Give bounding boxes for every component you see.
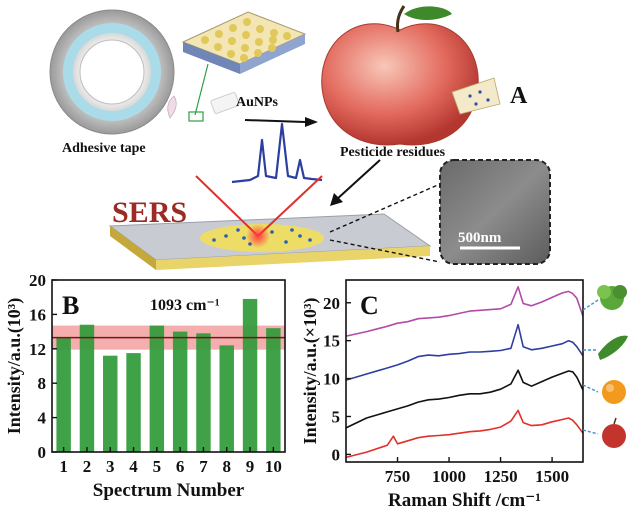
series-line	[345, 369, 584, 429]
plot-frame	[51, 279, 286, 453]
x-tick-label: 4	[129, 457, 138, 476]
bar	[79, 324, 95, 452]
y-tick-label: 5	[332, 408, 341, 427]
bar	[149, 325, 165, 452]
y-tick-label: 4	[38, 409, 47, 428]
laser-beams	[195, 175, 323, 248]
y-tick-label: 0	[38, 443, 47, 462]
x-tick-label: 2	[83, 457, 92, 476]
sem-inset: 500nm	[329, 159, 551, 265]
adhesive-tape-roll-icon	[49, 9, 175, 135]
aunps-label: AuNPs	[236, 95, 279, 110]
x-tick-label: 1	[59, 457, 68, 476]
y-tick-label: 20	[323, 294, 340, 313]
arrow-down-icon	[330, 159, 381, 206]
x-tick-label: 8	[223, 457, 232, 476]
x-tick-label: 9	[246, 457, 255, 476]
x-tick-label: 5	[153, 457, 162, 476]
x-tick-label: 750	[385, 467, 411, 486]
y-tick-label: 15	[323, 332, 340, 351]
plot-frame	[345, 279, 584, 463]
panel-c-label: C	[360, 291, 379, 320]
pesticide-residues-label: Pesticide residues	[340, 145, 446, 160]
bar	[172, 331, 188, 452]
x-tick-label: 7	[199, 457, 208, 476]
y-tick-label: 10	[323, 370, 340, 389]
bar	[242, 298, 258, 452]
x-tick-label: 1250	[484, 467, 518, 486]
panel-c-sample-icons	[582, 285, 628, 448]
y-tick-label: 12	[29, 340, 46, 359]
pepper-icon	[598, 335, 628, 360]
x-tick-label: 1500	[535, 467, 569, 486]
bar	[103, 355, 118, 452]
x-tick-label: 1000	[432, 467, 466, 486]
arrow-right-icon	[244, 117, 318, 127]
panel-a-label: A	[510, 83, 528, 109]
y-axis-label: Intensity/a.u.(×10³)	[300, 298, 321, 445]
series-line	[345, 323, 584, 381]
apple-small-icon	[602, 417, 626, 448]
bar	[56, 337, 71, 452]
y-tick-label: 8	[38, 374, 47, 393]
x-tick-label: 3	[106, 457, 115, 476]
x-axis-label: Raman Shift /cm⁻¹	[388, 490, 541, 511]
series-line	[345, 409, 584, 459]
scale-bar-label: 500nm	[458, 230, 502, 246]
icon-pointer-arrows	[582, 299, 599, 435]
vegetable-icon	[597, 285, 627, 310]
panel-b-label: B	[62, 291, 79, 320]
panel-a-schematic: AuNPs Adhesive tape A Pesticide residues	[49, 5, 551, 270]
x-axis-label: Spectrum Number	[93, 480, 245, 501]
y-tick-label: 20	[29, 271, 46, 290]
raman-spectrum-sketch	[231, 122, 323, 184]
apple-icon	[321, 5, 501, 146]
panel-c-line-chart: 0 5 10 15 20 750 1000 1250 1500 Raman Shift /cm⁻¹…	[300, 279, 584, 511]
x-tick-label: 10	[265, 457, 282, 476]
y-tick-label: 0	[332, 445, 341, 464]
peak-annotation: 1093 cm⁻¹	[150, 297, 220, 314]
x-tick-label: 6	[176, 457, 185, 476]
y-tick-label: 16	[29, 305, 46, 324]
bar	[126, 353, 141, 452]
bar	[196, 333, 211, 452]
series-line	[345, 286, 584, 337]
bar	[219, 345, 234, 452]
adhesive-tape-label: Adhesive tape	[62, 141, 146, 156]
y-axis-label: Intensity/a.u.(10³)	[4, 298, 25, 434]
sers-label: SERS	[112, 196, 187, 229]
aunps-substrate-icon	[167, 11, 307, 122]
bar	[266, 328, 281, 452]
orange-icon	[602, 380, 626, 404]
